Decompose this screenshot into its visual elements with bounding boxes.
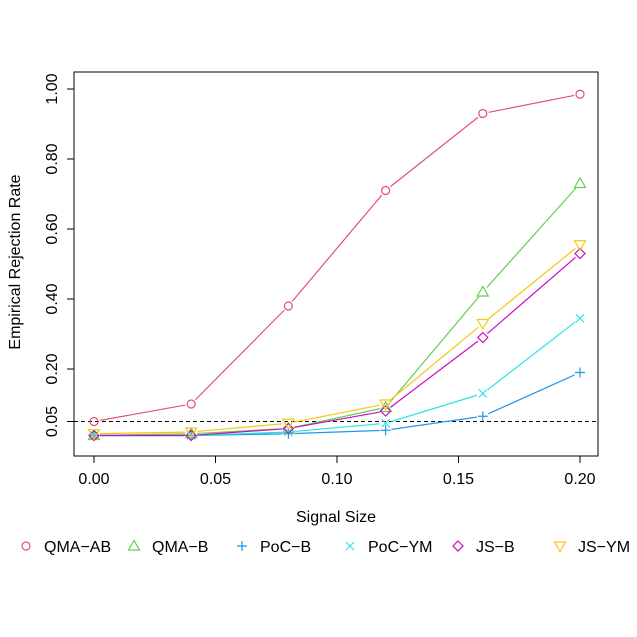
series-line-segment: [389, 296, 480, 404]
data-point: [476, 331, 489, 344]
legend-label: PoC−B: [260, 539, 311, 556]
series-line-segment: [197, 423, 283, 433]
data-point: [379, 399, 393, 411]
y-tick-label: 0.80: [44, 143, 61, 174]
series-line-segment: [294, 423, 380, 433]
legend-item: JS−YM: [553, 539, 630, 556]
series-line-segment: [389, 116, 479, 188]
data-point: [89, 416, 99, 427]
legend-item: QMA−B: [127, 539, 208, 556]
series-line-segment: [294, 408, 380, 428]
plot-area: 0.00 0.05 0.10 0.15 0.20 0.05 0.20 0.40 0.60 0.80…: [44, 71, 599, 488]
x-tick-label: 0.10: [321, 471, 352, 488]
legend-marker: [127, 539, 141, 551]
x-axis-label: Signal Size: [296, 509, 376, 526]
x-tick-label: 0.05: [200, 471, 231, 488]
data-point: [381, 185, 391, 196]
series-1: [87, 176, 587, 441]
legend-marker: [345, 541, 355, 551]
series-line-segment: [389, 326, 479, 401]
series-line-segment: [487, 248, 576, 321]
series-line-segment: [488, 94, 575, 113]
data-point: [476, 285, 490, 297]
series-line-segment: [486, 187, 577, 288]
series-line-segment: [294, 404, 380, 423]
series-3: [89, 313, 585, 440]
legend-marker: [21, 541, 31, 551]
legend-item: PoC−YM: [345, 539, 432, 556]
legend-label: QMA−AB: [44, 539, 111, 556]
series-line-segment: [291, 194, 383, 302]
data-point: [283, 301, 293, 311]
data-point: [186, 399, 196, 409]
legend-marker: [553, 541, 567, 553]
legend-item: JS−B: [452, 539, 515, 556]
series-line-segment: [197, 431, 283, 436]
y-tick-label: 1.00: [44, 73, 61, 104]
series-line-segment: [294, 429, 380, 435]
data-point: [573, 240, 587, 252]
data-point: [185, 429, 198, 442]
data-point: [184, 427, 198, 439]
data-point: [477, 411, 488, 422]
data-point: [575, 313, 585, 323]
y-tick-label: 0.60: [44, 213, 61, 244]
y-tick-label: 0.20: [44, 353, 61, 384]
data-point: [574, 247, 586, 260]
data-point: [575, 89, 585, 99]
legend-marker: [452, 540, 464, 552]
data-point: [283, 427, 293, 437]
series-5: [87, 240, 587, 441]
series-line-segment: [99, 431, 186, 435]
data-point: [381, 418, 391, 428]
data-point: [379, 405, 392, 417]
series-line-segment: [194, 309, 285, 401]
x-tick-label: 0.00: [78, 471, 109, 488]
series-line-segment: [391, 416, 477, 430]
data-point: [87, 429, 101, 441]
legend: QMA−AB QMA−B PoC−B PoC−YM JS−B JS−YM: [21, 539, 630, 556]
data-point: [281, 418, 295, 430]
series-4: [88, 247, 586, 442]
legend-label: QMA−B: [152, 539, 208, 556]
series-line-segment: [99, 404, 186, 422]
legend-marker: [237, 541, 247, 551]
data-point: [379, 400, 393, 413]
data-point: [478, 389, 488, 398]
x-tick-label: 0.20: [564, 471, 595, 488]
series-line-segment: [486, 256, 576, 335]
data-point: [282, 422, 295, 435]
series-2: [89, 367, 585, 441]
plot-frame: [73, 71, 599, 457]
series-line-segment: [391, 394, 478, 423]
series-line-segment: [197, 428, 283, 436]
x-tick-label: 0.15: [443, 471, 474, 488]
y-tick-label: 0.05: [44, 406, 61, 437]
series-0: [89, 89, 585, 427]
legend-item: QMA−AB: [21, 539, 111, 556]
legend-item: PoC−B: [237, 539, 311, 556]
series-line-segment: [487, 321, 576, 391]
data-point: [478, 108, 488, 119]
legend-label: JS−YM: [578, 539, 630, 556]
data-point: [575, 367, 585, 378]
data-point: [476, 318, 490, 331]
data-point: [380, 425, 391, 436]
y-tick-label: 0.40: [44, 283, 61, 314]
series-line-segment: [390, 340, 479, 408]
data-point: [573, 176, 587, 189]
series-line-segment: [488, 374, 575, 415]
legend-label: PoC−YM: [368, 539, 432, 556]
series-line-segment: [294, 411, 380, 429]
legend-label: JS−B: [476, 539, 515, 556]
y-axis-label: Empirical Rejection Rate: [7, 174, 24, 349]
